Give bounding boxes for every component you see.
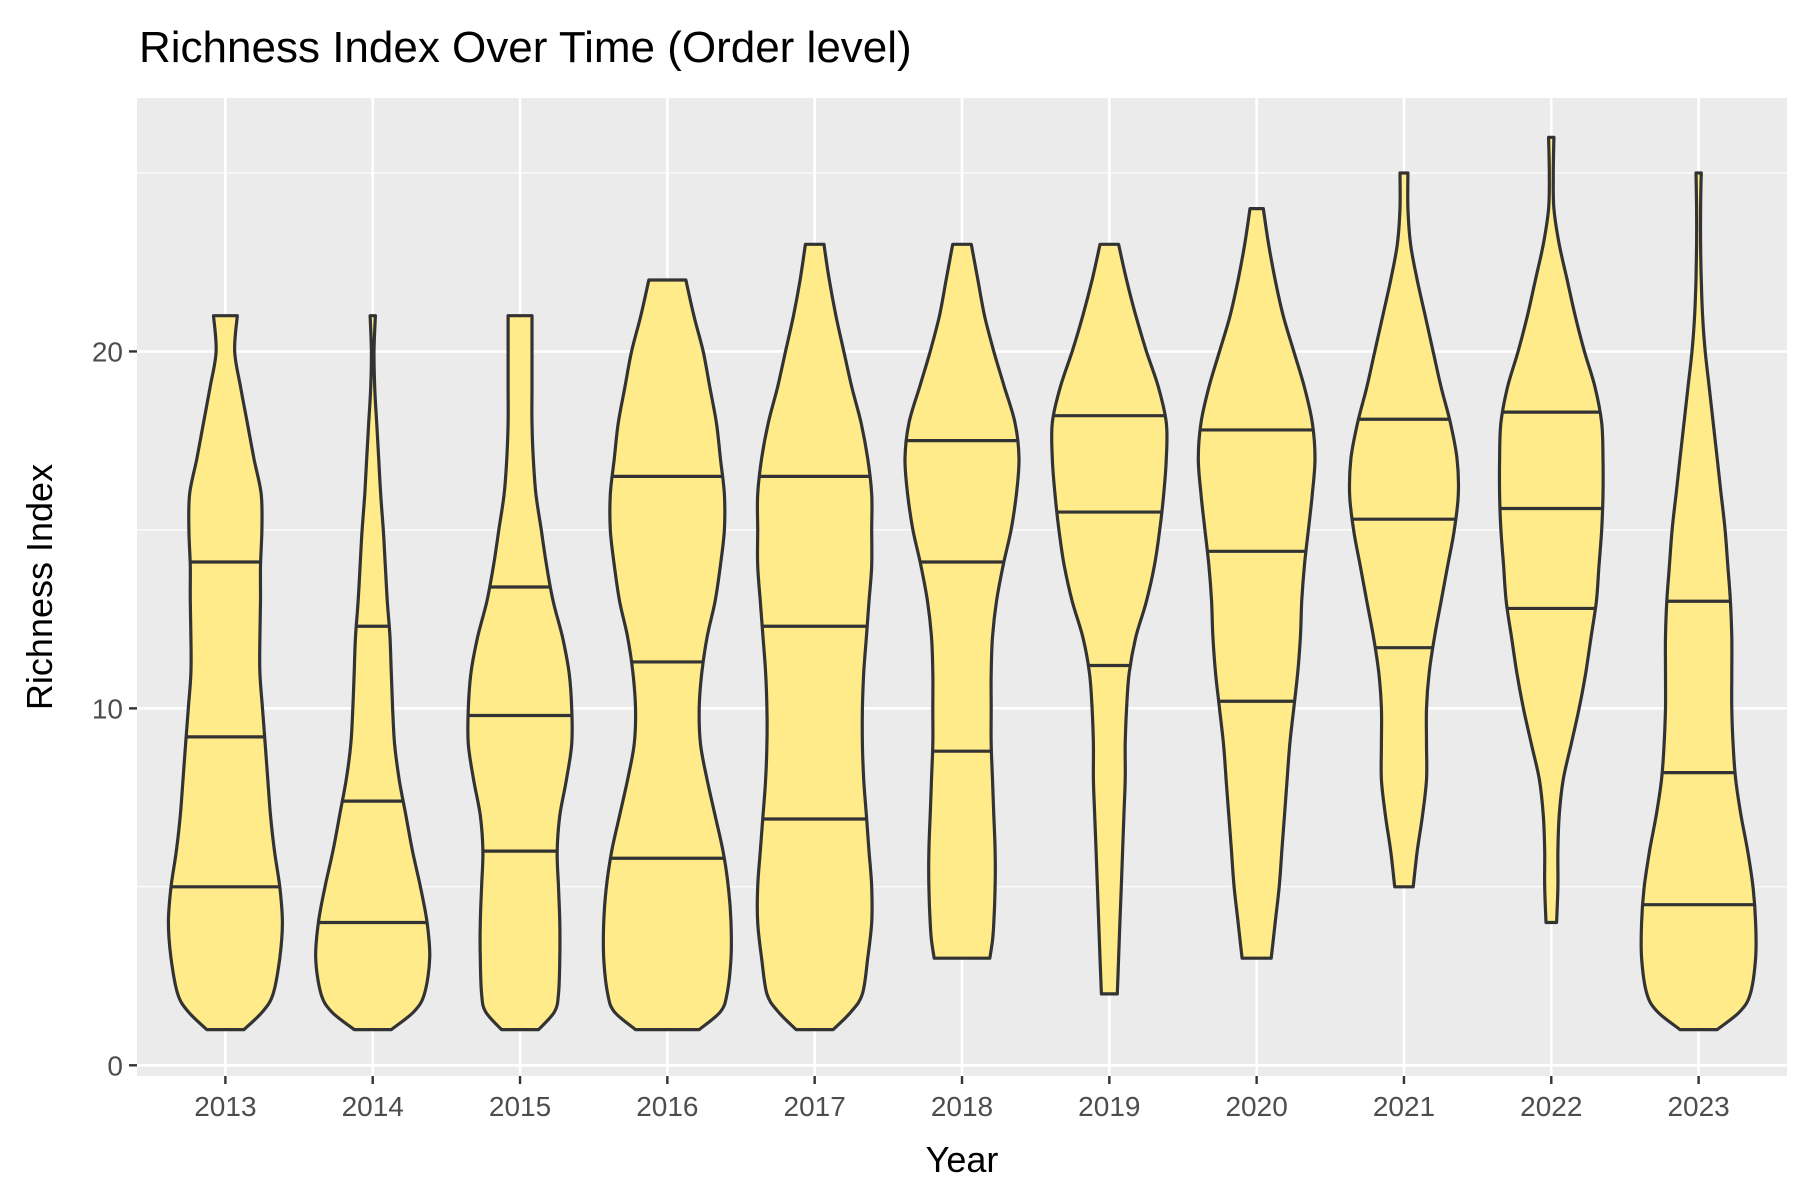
violin-body: [1050, 242, 1169, 996]
x-tick-label: 2014: [342, 1091, 404, 1122]
axes: 0 10 20 2013 2014 2015 2016 2017 2018 2019 2020 202…: [92, 336, 1730, 1122]
violin-2022: [1497, 135, 1605, 925]
violin-2023: [1639, 171, 1758, 1032]
violin-body: [166, 314, 284, 1032]
x-tick-label: 2023: [1667, 1091, 1729, 1122]
x-tick-label: 2019: [1078, 1091, 1140, 1122]
x-tick-label: 2013: [194, 1091, 256, 1122]
violin-body: [1497, 135, 1605, 925]
x-tick-label: 2020: [1225, 1091, 1287, 1122]
violin-body: [1196, 207, 1317, 960]
violin-body: [601, 278, 734, 1032]
violins: [166, 135, 1758, 1032]
violin-2014: [314, 314, 432, 1032]
violin-2017: [755, 242, 874, 1032]
violin-body: [1347, 171, 1461, 889]
violin-2013: [166, 314, 284, 1032]
x-tick-label: 2021: [1373, 1091, 1435, 1122]
x-tick-label: 2017: [784, 1091, 846, 1122]
violin-2015: [466, 314, 574, 1032]
x-axis-title: Year: [926, 1139, 999, 1180]
x-tick-label: 2016: [636, 1091, 698, 1122]
violin-2019: [1050, 242, 1169, 996]
violin-body: [903, 242, 1021, 960]
y-tick-label: 10: [92, 693, 123, 724]
violin-2016: [601, 278, 734, 1032]
y-axis-title: Richness Index: [19, 464, 60, 710]
violin-2021: [1347, 171, 1461, 889]
y-tick-label: 20: [92, 336, 123, 367]
violin-body: [314, 314, 432, 1032]
violin-2020: [1196, 207, 1317, 960]
x-tick-label: 2015: [489, 1091, 551, 1122]
violin-2018: [903, 242, 1021, 960]
x-tick-label: 2018: [931, 1091, 993, 1122]
chart-title: Richness Index Over Time (Order level): [139, 23, 912, 72]
y-tick-label: 0: [107, 1050, 123, 1081]
x-tick-label: 2022: [1520, 1091, 1582, 1122]
violin-body: [755, 242, 874, 1032]
